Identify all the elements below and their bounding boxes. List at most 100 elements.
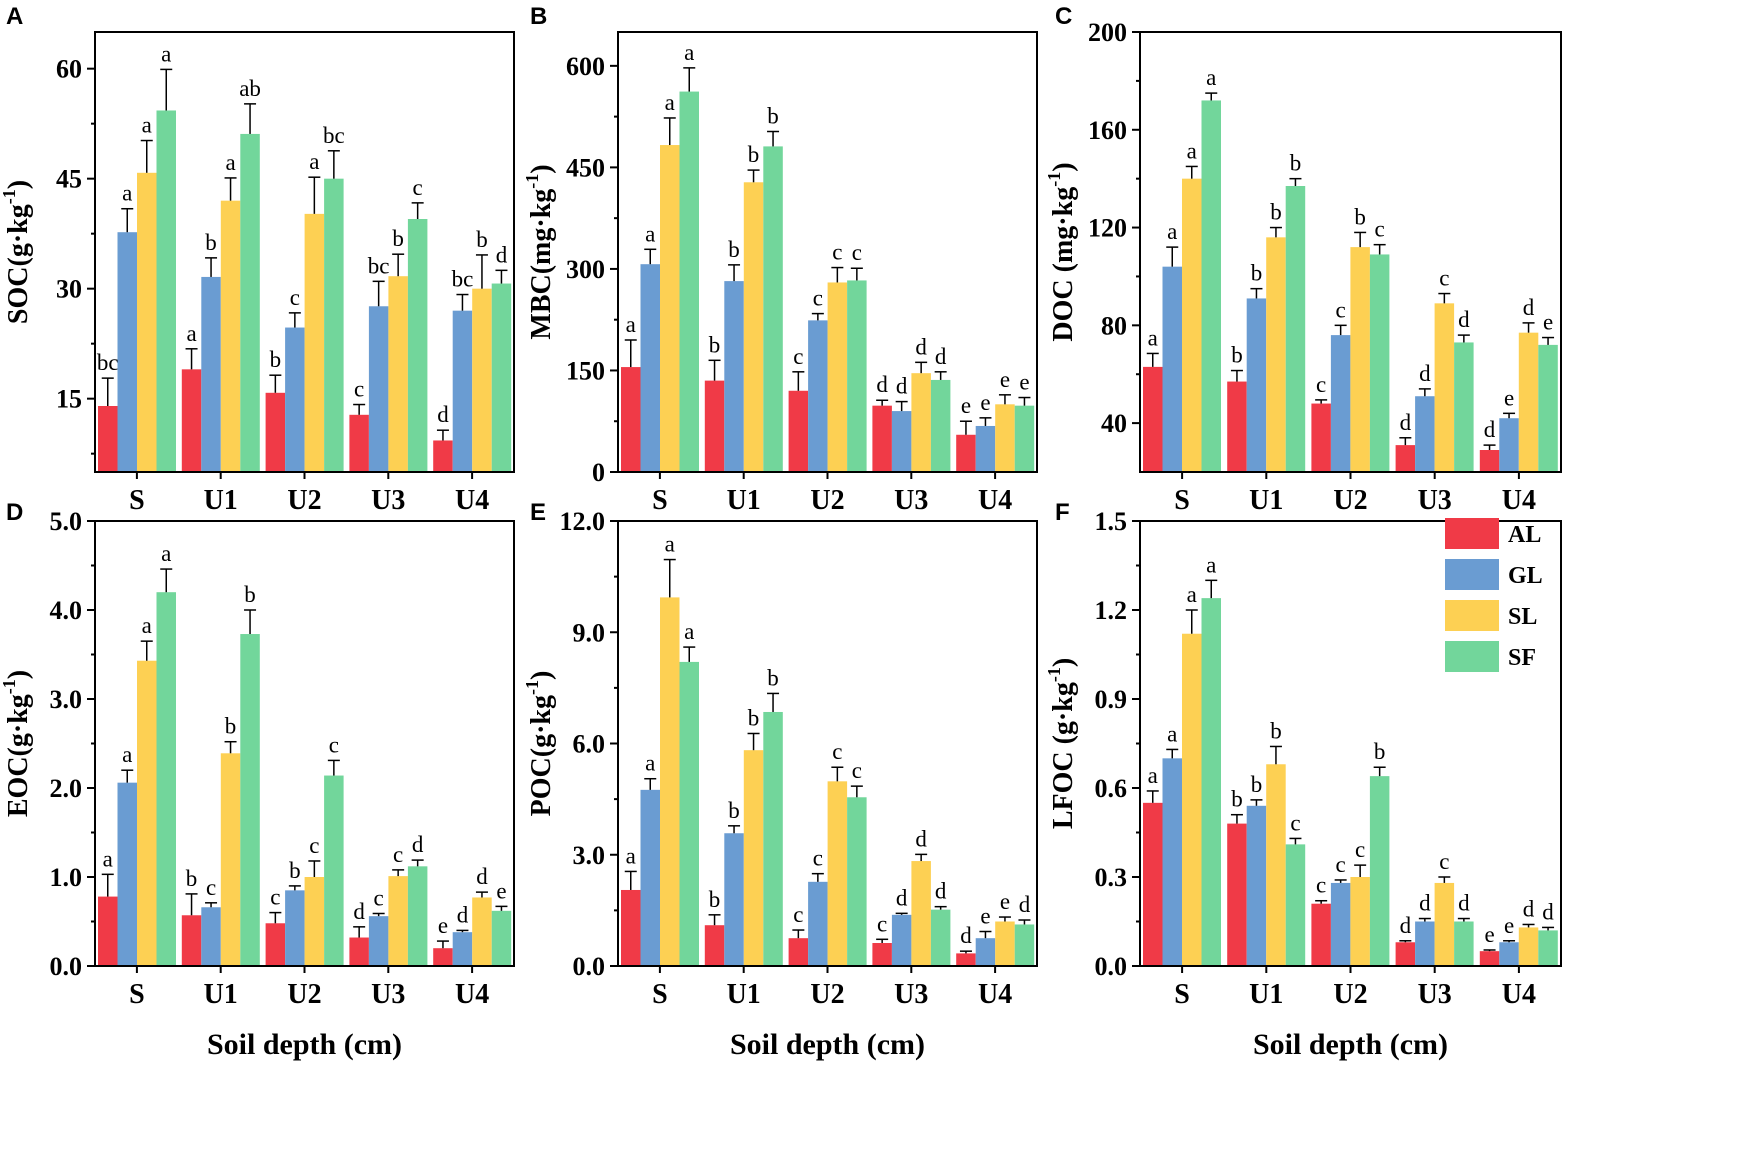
bar-SL-U1 — [220, 200, 241, 472]
bar-SF-S — [156, 110, 176, 472]
x-tick-label: U4 — [978, 979, 1012, 1010]
bar-GL-U4 — [1499, 942, 1519, 966]
significance-label: a — [1187, 582, 1197, 607]
significance-label: d — [437, 402, 449, 427]
significance-label: d — [915, 334, 927, 359]
significance-label: d — [935, 879, 947, 904]
significance-label: b — [1290, 151, 1302, 176]
significance-label: a — [1187, 138, 1197, 163]
significance-label: d — [1419, 361, 1431, 386]
significance-label: d — [1400, 410, 1412, 435]
y-axis-label-main: DOC (mg·kg — [1048, 187, 1079, 342]
significance-label: bc — [452, 267, 474, 292]
panel-letter: C — [1055, 3, 1072, 30]
significance-label: d — [915, 826, 927, 851]
significance-label: a — [1167, 721, 1177, 746]
bar-SL-U2 — [304, 877, 325, 966]
x-tick-label: U2 — [810, 485, 844, 516]
bar-AL-U3 — [1395, 942, 1416, 966]
bar-SF-U4 — [1538, 930, 1558, 966]
bar-GL-U2 — [1330, 335, 1351, 472]
legend-label-GL: GL — [1508, 563, 1543, 589]
bar-AL-U3 — [1395, 445, 1416, 472]
significance-label: e — [1000, 367, 1010, 392]
significance-label: c — [270, 885, 280, 910]
y-axis-label-main: POC(g·kg — [526, 695, 557, 816]
significance-label: b — [186, 866, 198, 891]
bar-AL-S — [98, 406, 118, 472]
significance-label: a — [161, 41, 171, 66]
y-tick-label: 6.0 — [573, 730, 606, 759]
bar-AL-S — [621, 889, 641, 966]
significance-label: e — [1484, 922, 1494, 947]
bar-SL-U3 — [388, 876, 408, 966]
significance-label: b — [1251, 261, 1263, 286]
significance-label: d — [457, 902, 469, 927]
x-tick-label: U2 — [1333, 485, 1367, 516]
bar-AL-U3 — [349, 937, 369, 966]
bar-AL-U4 — [1479, 951, 1500, 966]
bar-GL-U1 — [201, 907, 221, 966]
bar-GL-U3 — [1415, 921, 1435, 966]
bar-SL-U1 — [743, 182, 764, 472]
bar-GL-S — [1162, 266, 1182, 472]
y-tick-label: 600 — [566, 52, 605, 81]
significance-label: d — [896, 374, 908, 399]
significance-label: e — [961, 393, 971, 418]
y-axis-label-main: EOC(g·kg — [3, 694, 34, 817]
significance-label: d — [1523, 295, 1535, 320]
significance-label: e — [1543, 310, 1553, 335]
significance-label: c — [393, 842, 403, 867]
x-tick-label: U1 — [1249, 979, 1283, 1010]
significance-label: a — [1148, 763, 1158, 788]
significance-label: a — [122, 181, 132, 206]
significance-label: c — [1355, 837, 1365, 862]
bar-GL-U3 — [368, 306, 389, 472]
significance-label: b — [748, 142, 760, 167]
plot-frame — [94, 520, 515, 967]
significance-label: c — [813, 846, 823, 871]
significance-label: d — [935, 344, 947, 369]
significance-label: d — [960, 923, 972, 948]
significance-label: b — [1251, 772, 1263, 797]
bar-SL-U2 — [304, 213, 325, 472]
bar-GL-U4 — [452, 932, 473, 966]
bar-AL-U2 — [265, 392, 286, 472]
significance-label: d — [476, 864, 488, 889]
y-tick-label: 30 — [56, 275, 82, 304]
panel-letter: D — [6, 499, 23, 526]
significance-label: d — [353, 899, 365, 924]
bar-SL-U3 — [1434, 882, 1455, 966]
bar-SL-U2 — [827, 282, 848, 472]
significance-label: c — [1316, 873, 1326, 898]
y-tick-label: 40 — [1101, 409, 1127, 438]
plot-frame — [617, 31, 1038, 473]
bar-GL-U2 — [285, 327, 305, 472]
x-tick-label: S — [652, 979, 668, 1010]
significance-label: a — [684, 619, 694, 644]
significance-label: a — [626, 843, 636, 868]
bar-SL-U1 — [220, 753, 241, 966]
bar-GL-S — [117, 232, 137, 472]
significance-label: a — [645, 751, 655, 776]
bar-SL-U1 — [1266, 764, 1286, 966]
x-tick-label: U1 — [727, 979, 761, 1010]
bar-SF-U2 — [847, 797, 867, 966]
bar-SL-U3 — [911, 861, 931, 966]
y-axis-label-main: LFOC (g·kg — [1048, 682, 1079, 829]
y-tick-label: 1.0 — [50, 863, 83, 892]
x-axis-label: Soil depth (cm) — [1253, 1028, 1448, 1061]
y-axis-label-main: SOC(g·kg — [3, 204, 34, 324]
x-tick-label: U4 — [455, 485, 489, 516]
bar-SL-S — [660, 597, 680, 966]
y-axis-label: MBC(mg·kg-1) — [522, 164, 557, 339]
bar-GL-S — [640, 789, 660, 966]
bar-AL-U3 — [872, 943, 892, 966]
bar-GL-S — [1162, 758, 1182, 966]
significance-label: a — [225, 150, 235, 175]
significance-label: c — [206, 875, 216, 900]
y-tick-label: 60 — [56, 55, 82, 84]
significance-label: d — [896, 885, 908, 910]
